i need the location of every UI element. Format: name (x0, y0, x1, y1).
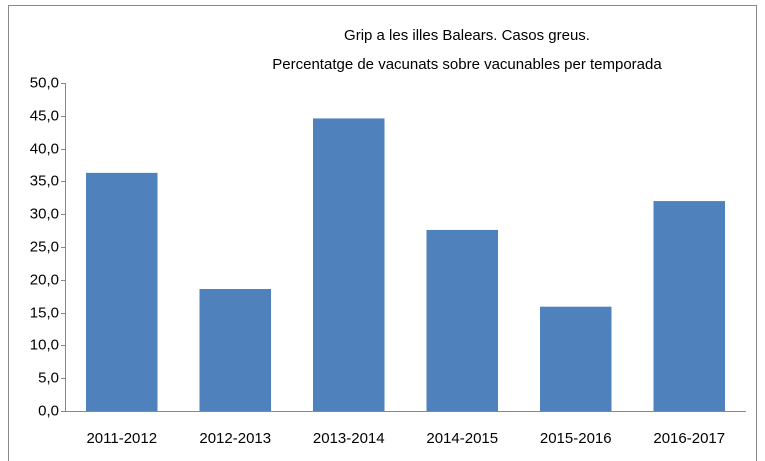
y-tick-label: 5,0 (38, 369, 59, 386)
bar (426, 229, 499, 411)
x-tick-label: 2016-2017 (653, 430, 725, 447)
x-tick-label: 2013-2014 (313, 430, 385, 447)
y-tick-label: 0,0 (38, 402, 59, 419)
y-tick-label: 30,0 (30, 205, 59, 222)
chart-title: Grip a les illes Balears. Casos greus. (344, 27, 590, 44)
y-tick-label: 40,0 (30, 140, 59, 157)
y-tick-label: 15,0 (30, 304, 59, 321)
y-tick-label: 35,0 (30, 172, 59, 189)
x-tick-label: 2011-2012 (86, 430, 157, 447)
x-tick-label: 2015-2016 (540, 430, 612, 447)
y-tick-label: 45,0 (30, 107, 59, 124)
x-tick-label: 2012-2013 (199, 430, 271, 447)
y-tick-label: 25,0 (30, 238, 59, 255)
bar (199, 288, 272, 411)
bar (85, 172, 158, 411)
y-tick-label: 50,0 (30, 74, 59, 91)
x-tick-label: 2014-2015 (426, 430, 498, 447)
bar (312, 118, 385, 411)
chart-subtitle: Percentatge de vacunats sobre vacunables… (272, 56, 662, 73)
bar (539, 306, 612, 411)
y-tick-label: 20,0 (30, 271, 59, 288)
bar (653, 201, 726, 411)
y-tick-label: 10,0 (30, 336, 59, 353)
